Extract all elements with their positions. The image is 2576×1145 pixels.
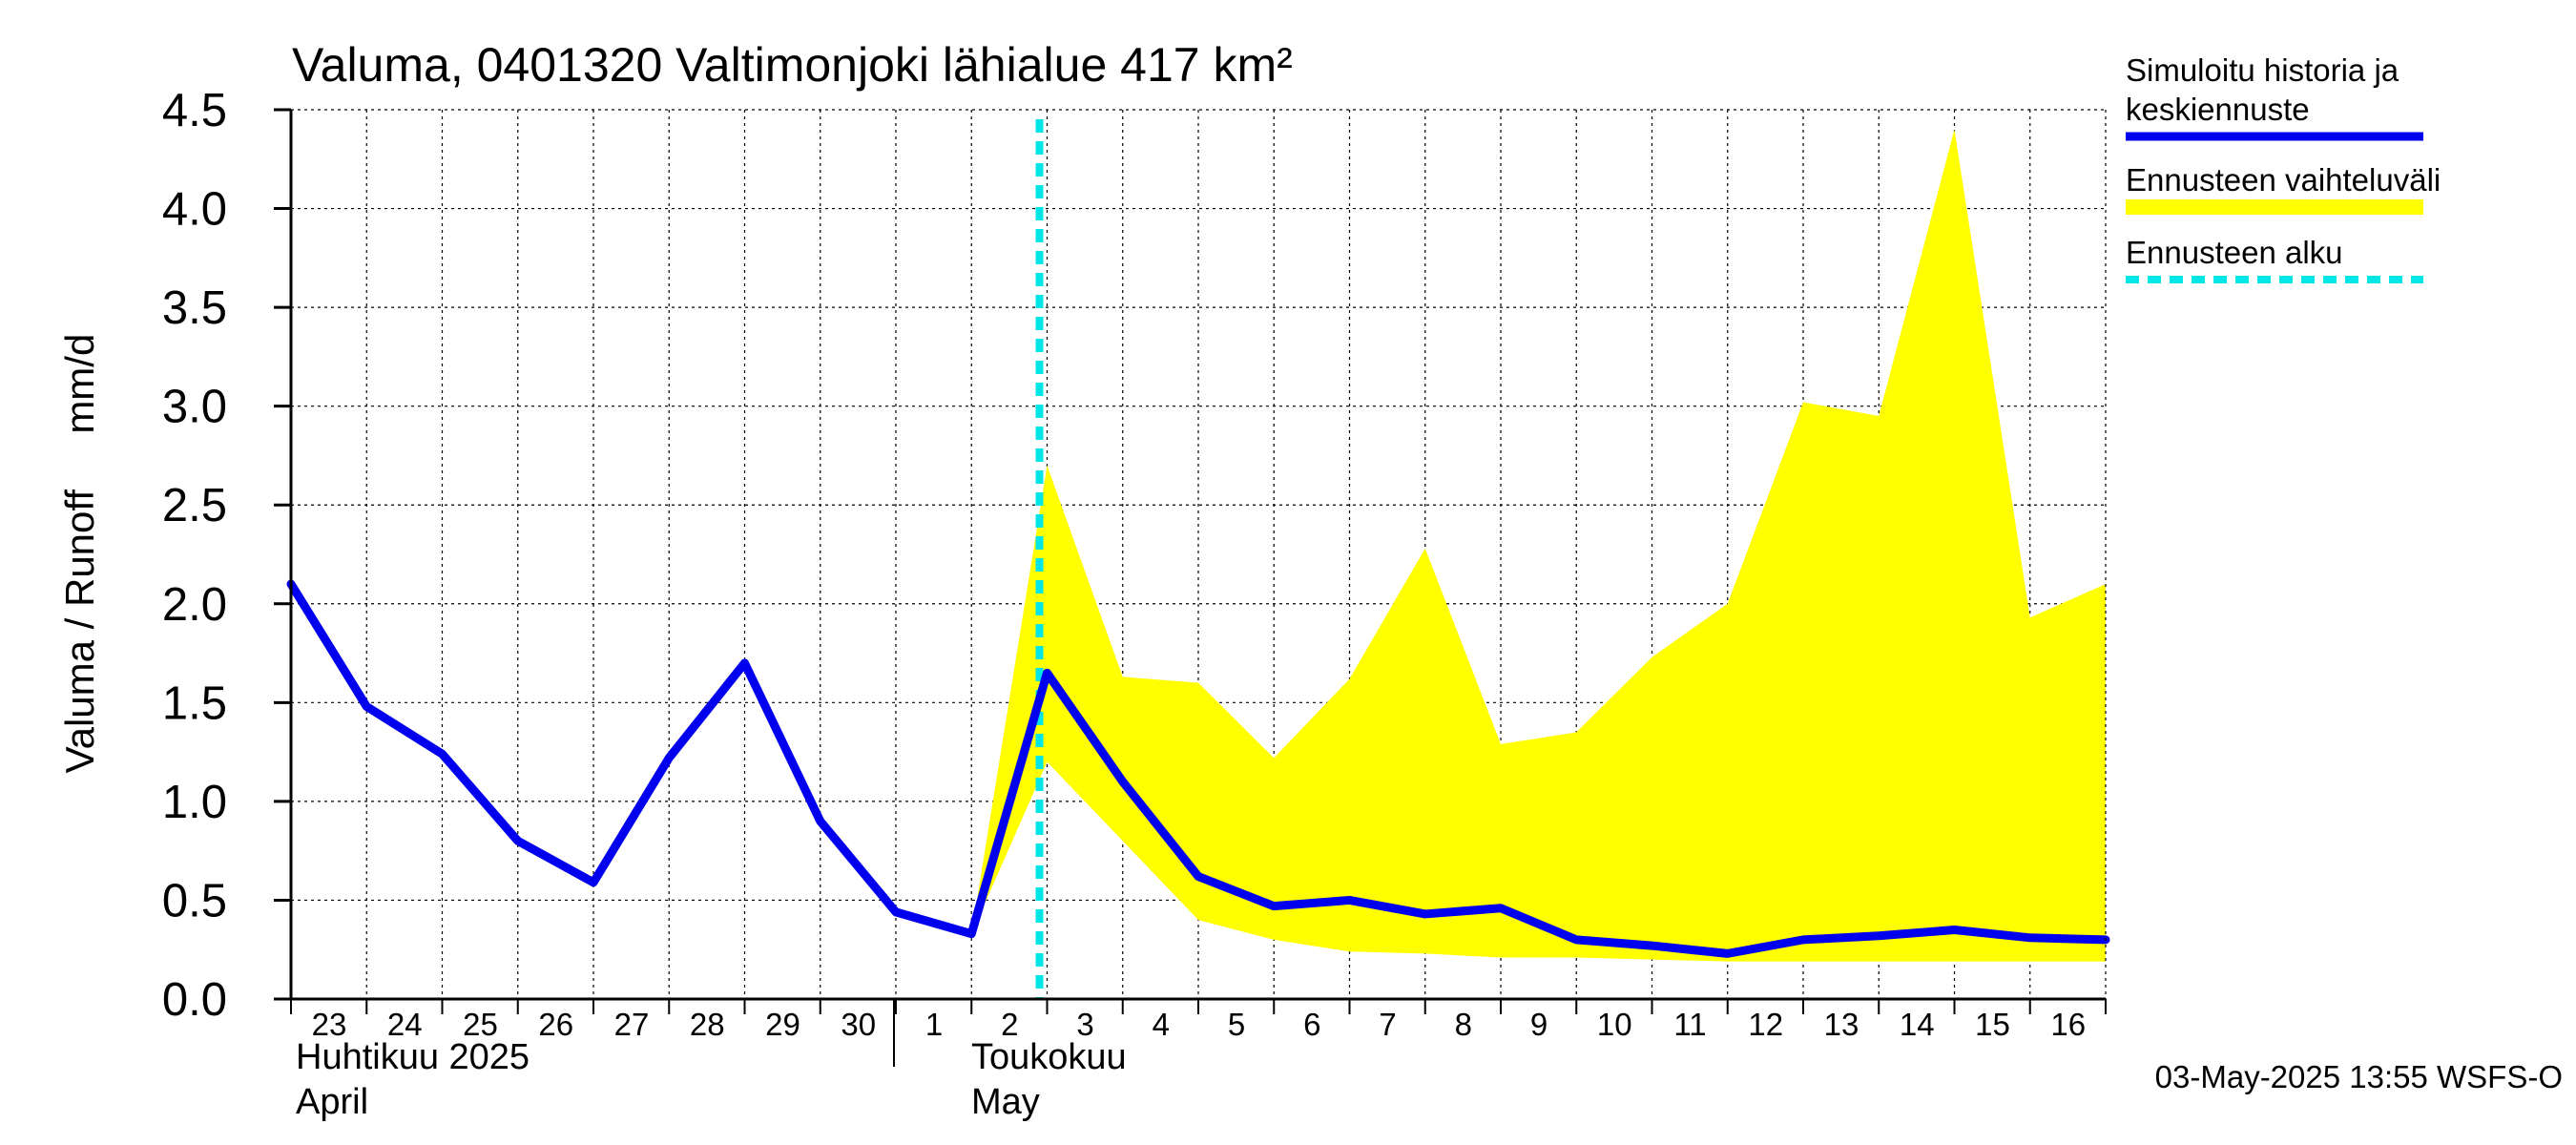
x-tick-label: 10 (1597, 1007, 1632, 1042)
x-tick-label: 30 (841, 1007, 876, 1042)
month-label-fi: Huhtikuu 2025 (296, 1037, 530, 1077)
y-tick-label: 4.0 (162, 184, 227, 236)
x-tick-label: 4 (1153, 1007, 1170, 1042)
x-tick-label: 25 (463, 1007, 498, 1042)
y-tick-label: 1.0 (162, 777, 227, 828)
forecast-range-band (971, 129, 2106, 962)
x-tick-label: 1 (925, 1007, 943, 1042)
month-labels: Huhtikuu 2025 April Toukokuu May (296, 999, 1127, 1122)
x-tick-label: 9 (1530, 1007, 1548, 1042)
x-tick-label: 23 (312, 1007, 347, 1042)
y-axis-label: Valuma / Runoff mm/d (57, 334, 102, 774)
runoff-series-line (286, 579, 2110, 958)
x-tick-label: 29 (765, 1007, 800, 1042)
x-tick-label: 14 (1900, 1007, 1935, 1042)
x-tick-label: 6 (1303, 1007, 1320, 1042)
x-tick-label: 12 (1748, 1007, 1783, 1042)
y-tick-label: 3.0 (162, 382, 227, 433)
legend-label: Simuloitu historia ja (2126, 52, 2399, 88)
x-tick-label: 27 (614, 1007, 650, 1042)
y-tick-label: 0.0 (162, 974, 227, 1026)
x-tick-label: 2 (1001, 1007, 1018, 1042)
x-tick-label: 24 (387, 1007, 423, 1042)
x-tick-label: 15 (1975, 1007, 2010, 1042)
x-tick-label: 28 (690, 1007, 725, 1042)
x-tick-label: 26 (538, 1007, 573, 1042)
x-tick-label: 16 (2050, 1007, 2086, 1042)
month-label-fi: Toukokuu (971, 1037, 1127, 1077)
chart-title: Valuma, 0401320 Valtimonjoki lähialue 41… (292, 38, 1293, 92)
x-tick-label: 7 (1379, 1007, 1396, 1042)
legend-label: keskiennuste (2126, 92, 2310, 127)
legend-label: Ennusteen vaihteluväli (2126, 162, 2441, 198)
x-tick-label: 11 (1673, 1007, 1706, 1042)
y-tick-label: 2.5 (162, 480, 227, 531)
y-axis-ticks: 0.0 0.5 1.0 1.5 2.0 2.5 3.0 3.5 4.0 4.5 (162, 85, 291, 1026)
month-label-en: April (296, 1082, 368, 1122)
month-label-en: May (971, 1082, 1040, 1122)
timestamp-footer: 03-May-2025 13:55 WSFS-O (2155, 1059, 2563, 1094)
x-tick-label: 5 (1228, 1007, 1245, 1042)
x-tick-label: 8 (1455, 1007, 1472, 1042)
x-tick-label: 13 (1824, 1007, 1859, 1042)
y-tick-label: 3.5 (162, 282, 227, 334)
y-tick-label: 4.5 (162, 85, 227, 136)
y-tick-label: 1.5 (162, 677, 227, 729)
y-tick-label: 0.5 (162, 875, 227, 926)
x-axis-ticks: 23 24 25 26 27 28 29 30 1 2 3 4 5 6 7 8 9 10 11 12 13 14 15 16 (290, 999, 2107, 1042)
y-tick-label: 2.0 (162, 579, 227, 631)
legend-label: Ennusteen alku (2126, 235, 2343, 270)
legend: Simuloitu historia ja keskiennuste Ennuste… (2126, 52, 2441, 283)
x-tick-label: 3 (1076, 1007, 1093, 1042)
forecast-range-area (971, 129, 2106, 962)
